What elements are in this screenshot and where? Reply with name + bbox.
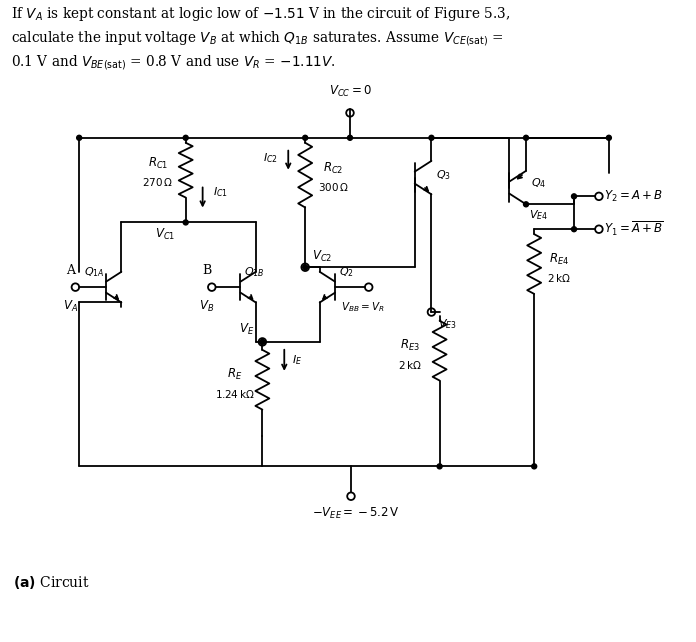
Circle shape (571, 227, 576, 232)
Text: $V_{E3}$: $V_{E3}$ (438, 317, 457, 331)
Circle shape (303, 265, 308, 270)
Text: $V_{CC}=0$: $V_{CC}=0$ (329, 84, 372, 99)
Circle shape (77, 135, 81, 141)
Text: $R_{E4}$: $R_{E4}$ (549, 252, 569, 266)
Text: $Y_2=A+B$: $Y_2=A+B$ (604, 189, 663, 204)
Text: $V_E$: $V_E$ (239, 322, 255, 337)
Text: $Y_1=\overline{A+B}$: $Y_1=\overline{A+B}$ (604, 220, 663, 238)
Text: $Q_3$: $Q_3$ (436, 168, 452, 182)
Text: $V_{E4}$: $V_{E4}$ (529, 208, 548, 222)
Text: $R_{C2}$: $R_{C2}$ (323, 160, 343, 176)
Text: 0.1 V and $V_{BE(\rm sat)}$ = 0.8 V and use $V_R$ = $-1.11V$.: 0.1 V and $V_{BE(\rm sat)}$ = 0.8 V and … (11, 53, 336, 72)
Circle shape (347, 135, 352, 141)
Text: $V_A$: $V_A$ (63, 299, 78, 314)
Text: $Q_{1B}$: $Q_{1B}$ (244, 265, 265, 279)
Text: $2\,\mathrm{k}\Omega$: $2\,\mathrm{k}\Omega$ (547, 272, 571, 284)
Text: $1.24\,\mathrm{k}\Omega$: $1.24\,\mathrm{k}\Omega$ (214, 388, 254, 400)
Circle shape (183, 135, 188, 141)
Text: $2\,\mathrm{k}\Omega$: $2\,\mathrm{k}\Omega$ (398, 359, 422, 370)
Circle shape (183, 220, 188, 225)
Circle shape (260, 340, 265, 344)
Text: B: B (202, 265, 212, 277)
Text: $I_{C2}$: $I_{C2}$ (264, 151, 278, 164)
Circle shape (606, 135, 611, 141)
Circle shape (437, 464, 442, 469)
Text: calculate the input voltage $V_B$ at which $Q_{1B}$ saturates. Assume $V_{CE(\rm: calculate the input voltage $V_B$ at whi… (11, 30, 505, 48)
Circle shape (303, 135, 308, 141)
Text: $R_{C1}$: $R_{C1}$ (148, 155, 168, 171)
Text: $V_{C2}$: $V_{C2}$ (312, 249, 333, 265)
Text: $Q_2$: $Q_2$ (339, 265, 354, 279)
Text: $I_{C1}$: $I_{C1}$ (212, 186, 228, 200)
Text: $V_{BB}=V_R$: $V_{BB}=V_R$ (341, 300, 385, 314)
Text: $300\,\Omega$: $300\,\Omega$ (317, 181, 349, 193)
Circle shape (532, 464, 537, 469)
Text: A: A (65, 265, 74, 277)
Text: $-V_{EE}=-5.2\,\mathrm{V}$: $-V_{EE}=-5.2\,\mathrm{V}$ (313, 506, 400, 521)
Text: $V_B$: $V_B$ (199, 299, 214, 314)
Text: If $V_A$ is kept constant at logic low of $-1.51$ V in the circuit of Figure 5.3: If $V_A$ is kept constant at logic low o… (11, 5, 511, 23)
Circle shape (429, 135, 434, 141)
Text: $Q_{1A}$: $Q_{1A}$ (84, 265, 104, 279)
Text: $V_{C1}$: $V_{C1}$ (155, 227, 176, 241)
Circle shape (571, 194, 576, 199)
Circle shape (523, 202, 528, 207)
Circle shape (523, 135, 528, 141)
Text: $Q_4$: $Q_4$ (531, 176, 546, 189)
Text: $R_{E3}$: $R_{E3}$ (400, 338, 420, 353)
Text: $270\,\Omega$: $270\,\Omega$ (143, 176, 173, 188)
Text: $\mathbf{(a)}$ Circuit: $\mathbf{(a)}$ Circuit (13, 574, 90, 591)
Text: $R_E$: $R_E$ (227, 367, 242, 383)
Text: $I_E$: $I_E$ (292, 353, 302, 367)
